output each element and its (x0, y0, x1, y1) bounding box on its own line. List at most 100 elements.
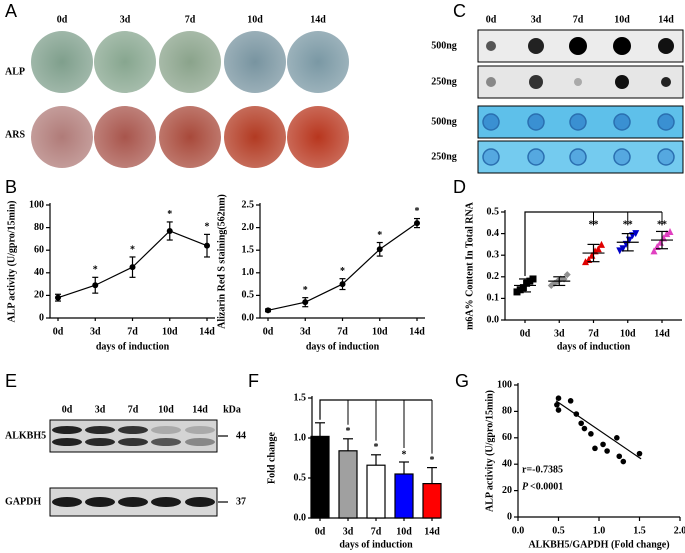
point (414, 220, 420, 227)
significance: * (130, 244, 135, 255)
x-tick-label: 10d (372, 326, 388, 337)
dot (569, 37, 587, 55)
column-label: 14d (310, 14, 326, 25)
y-tick-label: 0.1 (487, 293, 500, 304)
y-tick-label: 20 (34, 290, 44, 301)
y-tick-label: 0.4 (487, 228, 500, 239)
y-tick-label: 80 (502, 406, 512, 417)
x-tick-label: 3d (343, 526, 354, 537)
marker-label: 37 (236, 496, 246, 507)
panel-label: E (5, 371, 17, 391)
significance: ** (657, 220, 667, 231)
x-axis-label: days of induction (557, 341, 631, 352)
blot-image (49, 419, 218, 453)
well-image (287, 31, 349, 93)
significance: ** (623, 220, 633, 231)
x-tick-label: 10d (620, 328, 636, 339)
x-tick-label: 7d (588, 328, 599, 339)
panel-label: B (5, 177, 17, 197)
point (614, 435, 620, 441)
column-label: 3d (531, 14, 542, 25)
y-axis-label: ALP activity (U/gpro/15min) (6, 200, 17, 322)
column-label: 7d (573, 14, 584, 25)
panel-label: F (248, 371, 259, 391)
point (529, 275, 537, 283)
point (204, 242, 210, 249)
x-axis-label: days of induction (96, 341, 170, 352)
panel-label: G (455, 371, 469, 391)
well-image (31, 106, 93, 168)
well-image (287, 106, 349, 168)
band (185, 497, 215, 507)
band (52, 426, 82, 434)
bar (310, 435, 330, 519)
axis-line (259, 203, 425, 319)
band (118, 438, 148, 446)
point (600, 441, 606, 448)
dot (569, 113, 587, 131)
point (339, 281, 346, 288)
y-axis-label: Fold change (266, 431, 277, 484)
y-tick-label: 100 (497, 379, 512, 390)
well-image (94, 106, 156, 168)
dot (661, 77, 671, 87)
significance: * (430, 455, 435, 466)
significance: * (340, 266, 345, 277)
bracket (524, 211, 662, 276)
y-tick-label: 1.0 (294, 432, 307, 443)
y-tick-label: 40 (502, 458, 512, 469)
y-axis-label: m6A% Content In Total RNA (464, 201, 475, 330)
y-tick-label: 60 (34, 244, 44, 255)
point (166, 227, 173, 234)
y-tick-label: 0.5 (487, 206, 500, 217)
point (632, 230, 640, 238)
dot (569, 148, 587, 166)
dot (528, 38, 544, 54)
x-tick-label: 14d (654, 328, 670, 339)
point (588, 431, 594, 437)
panel-label: C (453, 1, 466, 21)
row-label: 500ng (431, 40, 457, 51)
column-label: 0d (57, 14, 68, 25)
x-tick-label: 7d (127, 326, 138, 337)
column-label: 0d (62, 404, 73, 415)
dot (613, 113, 631, 131)
dot (486, 77, 496, 87)
x-tick-label: 3d (554, 328, 565, 339)
point (666, 227, 674, 235)
significance: ** (589, 220, 599, 231)
point (604, 448, 610, 454)
x-tick-label: 0.0 (512, 525, 525, 536)
point (567, 398, 574, 404)
y-axis-label: Alizarin Red S staining(562nm) (216, 194, 227, 329)
dot (615, 75, 629, 89)
row-label: 250ng (431, 76, 457, 87)
column-label: 7d (128, 404, 139, 415)
y-tick-label: 0.2 (487, 271, 500, 282)
x-tick-label: 1.0 (593, 525, 606, 536)
fit-line (555, 400, 642, 460)
dot (657, 148, 675, 166)
x-tick-label: 14d (424, 526, 440, 537)
point (302, 299, 309, 306)
x-tick-label: 0d (315, 526, 326, 537)
dot (613, 148, 631, 166)
x-tick-label: 0d (520, 328, 531, 339)
column-label: 14d (658, 14, 674, 25)
marker-label: 44 (236, 430, 246, 441)
point (55, 294, 61, 301)
x-tick-label: 0.5 (552, 525, 565, 536)
point (555, 395, 562, 402)
well-image (159, 31, 221, 93)
y-tick-label: 0.5 (294, 472, 307, 483)
column-label: 10d (614, 14, 630, 25)
point (650, 247, 658, 255)
point (592, 445, 598, 452)
column-label: 14d (192, 404, 208, 415)
band (151, 497, 181, 507)
column-label: 10d (158, 404, 174, 415)
column-label: 10d (247, 14, 263, 25)
dot (529, 75, 543, 89)
y-tick-label: 0 (39, 312, 44, 323)
